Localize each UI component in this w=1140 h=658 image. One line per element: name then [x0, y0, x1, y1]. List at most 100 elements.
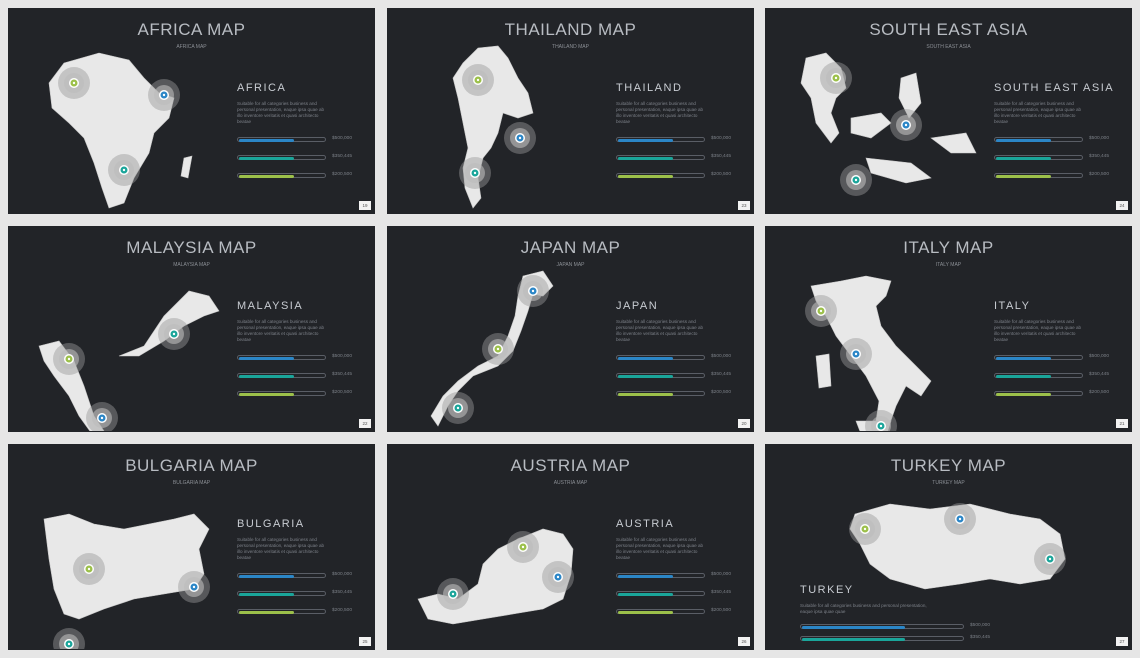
- progress-fill: [996, 157, 1051, 160]
- info-description: Suitable for all categories business and…: [800, 603, 927, 614]
- location-marker: [442, 392, 474, 424]
- progress-fill: [996, 393, 1051, 396]
- progress-value: $500,000: [1089, 354, 1110, 359]
- progress-row: $500,000: [616, 134, 746, 152]
- location-marker: [53, 343, 85, 375]
- progress-row: $200,500: [994, 170, 1124, 188]
- map: [403, 38, 603, 213]
- progress-value: $350,445: [332, 154, 353, 159]
- slide-subtitle: ITALY MAP: [935, 262, 962, 268]
- progress-row: $500,000: [800, 621, 1000, 633]
- location-marker: [542, 561, 574, 593]
- location-marker: [507, 531, 539, 563]
- slide-thailand[interactable]: THAILAND MAP THAILAND MAP THAILAND: [387, 8, 754, 214]
- map: [403, 474, 603, 649]
- slide-japan[interactable]: JAPAN MAP JAPAN MAP JAPAN Suitab: [387, 226, 754, 432]
- progress-value: $200,500: [711, 390, 732, 395]
- progress-row: $350,445: [237, 370, 367, 388]
- progress-fill: [802, 638, 906, 641]
- progress-value: $200,500: [1089, 390, 1110, 395]
- slide-italy[interactable]: ITALY MAP ITALY MAP ITALY Suitab: [765, 226, 1132, 432]
- slide-title: SOUTH EAST ASIA: [869, 20, 1028, 39]
- progress-fill: [996, 139, 1051, 142]
- info-panel: JAPAN Suitable for all categories busine…: [616, 300, 746, 406]
- map: [810, 484, 1100, 604]
- slide-malaysia[interactable]: MALAYSIA MAP MALAYSIA MAP MALAYSIA: [8, 226, 375, 432]
- map: [24, 38, 224, 213]
- progress-fill: [996, 375, 1051, 378]
- location-marker: [840, 164, 872, 196]
- info-heading: BULGARIA: [237, 518, 305, 530]
- progress-track: [237, 373, 326, 378]
- progress-bars: $500,000 $350,445 $200,500: [616, 570, 746, 624]
- progress-track: [616, 173, 705, 178]
- slide-turkey[interactable]: TURKEY MAP TURKEY MAP TURKEY Sui: [765, 444, 1132, 650]
- map: [781, 256, 981, 432]
- progress-fill: [618, 139, 673, 142]
- progress-value: $200,500: [332, 390, 353, 395]
- progress-row: $500,000: [616, 352, 746, 370]
- progress-bars: $500,000 $350,445 $200,500: [237, 570, 367, 624]
- map-shape: [43, 513, 210, 620]
- progress-row: $200,500: [616, 170, 746, 188]
- slide-austria[interactable]: AUSTRIA MAP AUSTRIA MAP AUSTRIA: [387, 444, 754, 650]
- slide-subtitle: MALAYSIA MAP: [173, 262, 210, 268]
- progress-value: $200,500: [711, 608, 732, 613]
- slide-africa[interactable]: AFRICA MAP AFRICA MAP AFRICA Sui: [8, 8, 375, 214]
- info-panel: AFRICA Suitable for all categories busin…: [237, 82, 367, 188]
- page-number: 26: [738, 637, 750, 646]
- progress-bars: $500,000 $350,445 $200,500: [237, 134, 367, 188]
- progress-value: $350,445: [332, 372, 353, 377]
- page-number: 20: [738, 419, 750, 428]
- slide-subtitle: SOUTH EAST ASIA: [926, 44, 971, 50]
- map: [403, 256, 603, 431]
- progress-row: $350,445: [616, 588, 746, 606]
- map-shape: [800, 52, 977, 184]
- page-number: 25: [359, 637, 371, 646]
- location-marker: [482, 333, 514, 365]
- progress-track: [616, 373, 705, 378]
- progress-row: $500,000: [237, 570, 367, 588]
- map-svg: [800, 52, 977, 196]
- progress-track: [800, 636, 964, 641]
- page-number: 23: [738, 201, 750, 210]
- info-heading: THAILAND: [616, 82, 683, 94]
- map-svg: [417, 528, 574, 625]
- progress-fill: [618, 393, 673, 396]
- progress-track: [616, 391, 705, 396]
- progress-row: $200,500: [616, 388, 746, 406]
- progress-track: [616, 591, 705, 596]
- progress-track: [994, 173, 1083, 178]
- info-heading: ITALY: [994, 300, 1031, 312]
- slide-south-east-asia[interactable]: SOUTH EAST ASIA SOUTH EAST ASIA SOUTH: [765, 8, 1132, 214]
- progress-value: $200,500: [332, 608, 353, 613]
- map-svg: [805, 275, 932, 432]
- progress-fill: [239, 375, 294, 378]
- progress-value: $500,000: [970, 623, 991, 628]
- info-panel: BULGARIA Suitable for all categories bus…: [237, 518, 367, 624]
- info-heading: MALAYSIA: [237, 300, 304, 312]
- page-number: 22: [359, 419, 371, 428]
- progress-value: $500,000: [711, 354, 732, 359]
- page-number: 24: [1116, 201, 1128, 210]
- progress-fill: [618, 593, 673, 596]
- progress-value: $350,445: [711, 590, 732, 595]
- progress-fill: [618, 175, 673, 178]
- progress-value: $350,445: [332, 590, 353, 595]
- progress-row: $200,500: [237, 606, 367, 624]
- progress-value: $350,445: [970, 635, 991, 640]
- location-marker: [944, 503, 976, 535]
- progress-row: $500,000: [237, 352, 367, 370]
- location-marker: [459, 157, 491, 189]
- slide-bulgaria[interactable]: BULGARIA MAP BULGARIA MAP BULGARIA: [8, 444, 375, 650]
- location-marker: [840, 338, 872, 370]
- slide-title: JAPAN MAP: [520, 238, 621, 257]
- slide-subtitle: AFRICA MAP: [176, 44, 207, 50]
- progress-row: $200,500: [237, 170, 367, 188]
- location-marker: [865, 410, 897, 432]
- location-marker: [158, 318, 190, 350]
- progress-row: $500,000: [237, 134, 367, 152]
- location-marker: [73, 553, 105, 585]
- info-panel: SOUTH EAST ASIA Suitable for all categor…: [994, 82, 1124, 188]
- info-heading: JAPAN: [616, 300, 659, 312]
